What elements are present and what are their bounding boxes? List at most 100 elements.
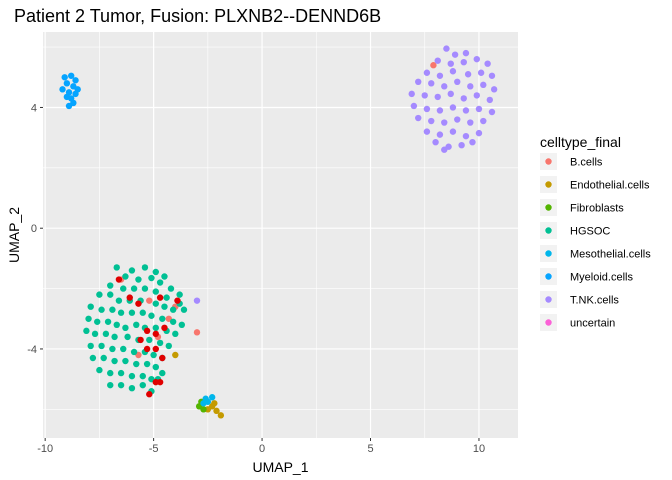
point-t-nk-cells: [488, 72, 496, 79]
point-hgsoc: [87, 342, 94, 350]
data-points: [59, 45, 498, 419]
point-hgsoc: [113, 264, 120, 271]
point-fusion: [174, 297, 181, 304]
point-hgsoc: [107, 369, 114, 377]
point-hgsoc: [94, 318, 101, 325]
point-hgsoc: [128, 309, 136, 316]
point-myeloid-cells: [72, 90, 79, 98]
point-t-nk-cells: [436, 131, 444, 138]
point-t-nk-cells: [467, 119, 474, 126]
point-hgsoc: [148, 312, 155, 319]
point-hgsoc: [91, 330, 99, 338]
point-fusion: [137, 336, 144, 344]
point-hgsoc: [169, 318, 177, 325]
point-hgsoc: [128, 372, 136, 380]
point-fusion: [143, 345, 151, 353]
axis-ticks: -10 -5 0 5 10 -4 0 4: [27, 102, 485, 455]
point-hgsoc: [107, 381, 114, 389]
point-hgsoc: [139, 372, 146, 380]
legend-label-t-nk-cells: T.NK.cells: [570, 295, 619, 307]
point-hgsoc: [117, 309, 125, 316]
x-tick-label: 0: [259, 443, 265, 455]
point-t-nk-cells: [462, 107, 470, 114]
point-fusion: [156, 378, 164, 386]
point-t-nk-cells: [434, 57, 441, 64]
legend-swatch-fibroblasts: [545, 204, 552, 211]
point-hgsoc: [180, 306, 188, 313]
legend-swatch-t-nk-cells: [545, 296, 552, 303]
point-hgsoc: [122, 357, 129, 365]
point-endothelial-cells: [217, 412, 225, 419]
point-hgsoc: [117, 381, 125, 389]
point-hgsoc: [163, 294, 170, 301]
point-hgsoc: [85, 315, 92, 322]
point-fusion: [143, 327, 151, 335]
point-hgsoc: [107, 291, 114, 298]
x-tick-label: 10: [473, 443, 485, 455]
point-t-nk-cells: [441, 146, 448, 153]
point-hgsoc: [159, 369, 166, 377]
point-hgsoc: [156, 279, 164, 286]
point-hgsoc: [128, 267, 136, 274]
point-hgsoc: [167, 285, 175, 292]
point-hgsoc: [169, 306, 177, 313]
point-hgsoc: [152, 288, 159, 295]
point-hgsoc: [87, 303, 94, 310]
point-t-nk-cells: [451, 51, 459, 58]
point-t-nk-cells: [480, 117, 487, 125]
point-hgsoc: [143, 360, 151, 368]
point-hgsoc: [165, 342, 172, 350]
point-b-cells: [193, 329, 201, 336]
point-t-nk-cells: [421, 92, 428, 99]
point-t-nk-cells: [477, 69, 485, 76]
point-fusion: [126, 294, 133, 301]
point-hgsoc: [150, 351, 157, 359]
point-myeloid-cells: [65, 102, 73, 110]
point-hgsoc: [128, 384, 136, 392]
point-t-nk-cells: [462, 132, 470, 140]
legend-label-hgsoc: HGSOC: [570, 226, 610, 238]
legend-label-fibroblasts: Fibroblasts: [570, 203, 624, 215]
point-hgsoc: [176, 291, 183, 298]
point-hgsoc: [172, 330, 179, 338]
point-t-nk-cells: [428, 117, 435, 125]
point-t-nk-cells: [480, 81, 487, 89]
point-t-nk-cells: [423, 128, 431, 135]
point-myeloid-cells: [72, 77, 79, 84]
point-hgsoc: [120, 345, 127, 353]
point-fibroblasts: [200, 406, 207, 413]
legend-swatch-hgsoc: [545, 227, 552, 234]
point-hgsoc: [178, 321, 186, 329]
point-t-nk-cells: [473, 92, 480, 99]
point-t-nk-cells: [434, 93, 441, 101]
point-fusion: [161, 324, 168, 332]
legend-label-uncertain: uncertain: [570, 318, 615, 330]
point-t-nk-cells: [462, 49, 470, 57]
point-t-nk-cells: [441, 83, 448, 90]
point-hgsoc: [96, 291, 103, 298]
point-hgsoc: [139, 381, 146, 389]
point-t-nk-cells: [415, 114, 422, 122]
point-t-nk-cells: [449, 104, 457, 111]
point-t-nk-cells: [443, 45, 450, 52]
point-hgsoc: [133, 360, 140, 368]
point-t-nk-cells: [415, 78, 422, 86]
legend-swatch-endothelial-cells: [545, 181, 552, 188]
legend-label-mesothelial-cells: Mesothelial.cells: [570, 249, 651, 261]
legend: B.cells Endothelial.cells Fibroblasts HGSOC…: [540, 153, 651, 331]
point-t-nk-cells: [432, 138, 439, 146]
legend-swatch-myeloid-cells: [545, 273, 552, 280]
point-hgsoc: [83, 327, 90, 335]
point-endothelial-cells: [211, 400, 218, 407]
point-t-nk-cells: [454, 78, 461, 86]
point-hgsoc: [117, 369, 125, 377]
point-t-nk-cells: [436, 72, 444, 79]
point-t-nk-cells: [193, 297, 201, 304]
point-hgsoc: [124, 333, 131, 341]
point-t-nk-cells: [458, 141, 465, 149]
legend-label-myeloid-cells: Myeloid.cells: [570, 272, 633, 284]
point-t-nk-cells: [436, 107, 444, 114]
point-t-nk-cells: [475, 105, 483, 113]
point-hgsoc: [96, 366, 103, 374]
